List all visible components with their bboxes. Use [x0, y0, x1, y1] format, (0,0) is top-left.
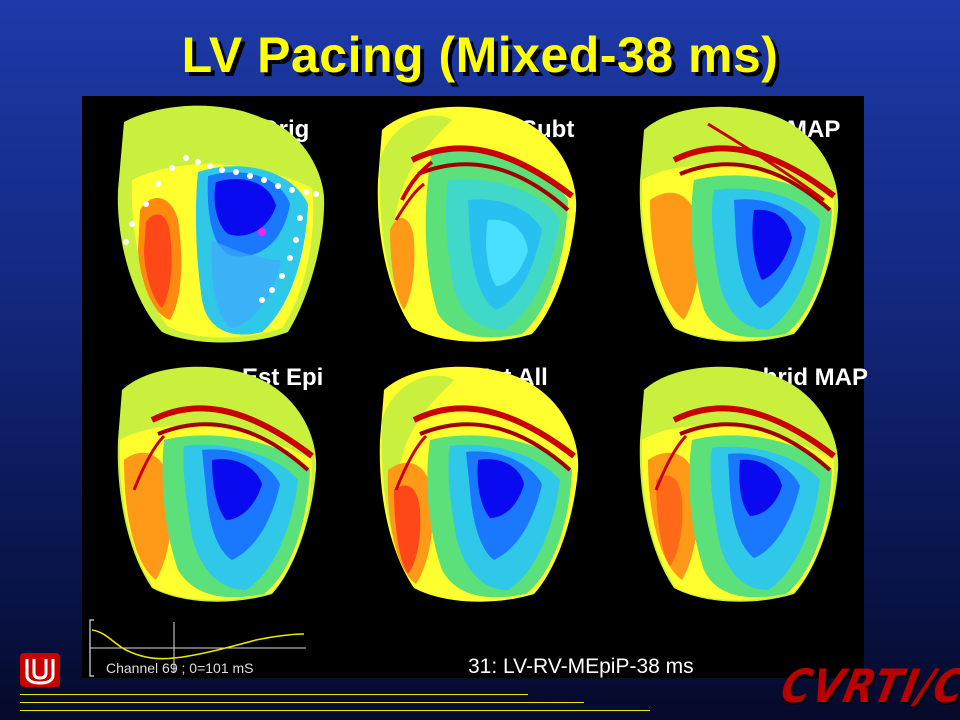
heart-map-est-epi [117, 366, 317, 602]
heart-map-est-all [379, 366, 579, 602]
trace-label: Channel 69 ; 0=101 mS [106, 660, 254, 676]
heart-map-subt [377, 106, 577, 342]
cvrti-cdsp-logo: CVRTI/CDSP [776, 660, 960, 714]
slide-title: LV Pacing (Mixed-38 ms) [181, 27, 779, 83]
figure-caption: 31: LV-RV-MEpiP-38 ms [468, 655, 694, 678]
heart-map-hybrid-map [639, 366, 839, 602]
trace-line [91, 629, 305, 660]
footer-rule-3 [20, 710, 650, 711]
footer-rule-1 [20, 694, 528, 695]
university-logo-icon [20, 653, 60, 687]
heart-map-orig [117, 105, 325, 343]
heart-map-map [639, 106, 839, 342]
footer-rule-2 [20, 702, 584, 703]
signal-trace: Channel 69 ; 0=101 mS [89, 619, 306, 677]
